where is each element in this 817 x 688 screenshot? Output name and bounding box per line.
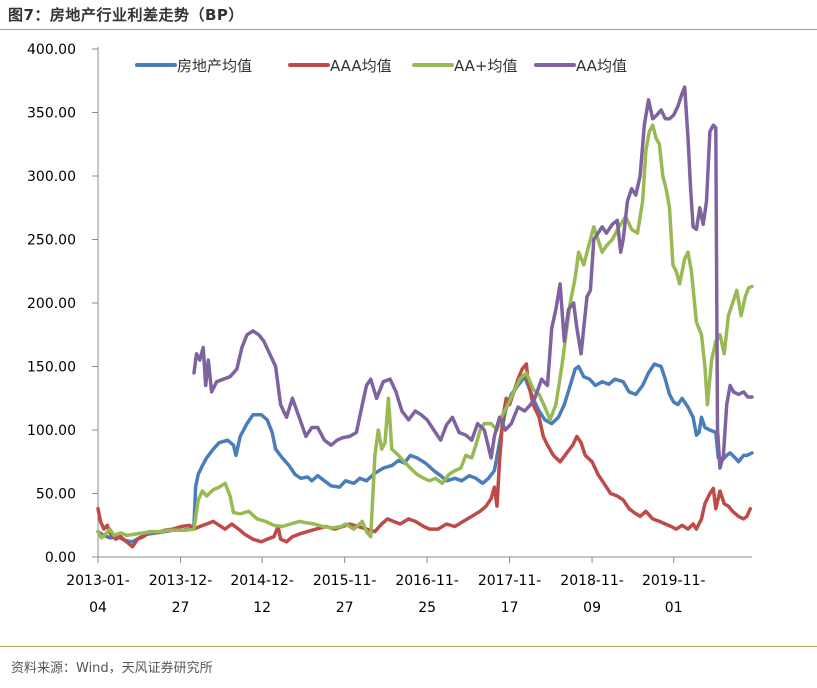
legend-label: AA均值 xyxy=(576,57,627,75)
y-axis-ticks: 0.00 50.00 100.00 150.00 200.00 250.00 300.00 3… xyxy=(27,42,98,566)
x-tick-label: 2019-11- xyxy=(642,573,706,589)
y-tick-label: 350.00 xyxy=(27,106,76,122)
x-tick-label: 2014-12- xyxy=(230,573,294,589)
x-tick-label-line2: 12 xyxy=(253,600,271,616)
x-tick-label: 2015-11- xyxy=(313,573,377,589)
y-tick-label: 400.00 xyxy=(27,42,76,58)
series-line-2 xyxy=(96,362,753,549)
axes xyxy=(97,47,752,558)
x-tick-label-line2: 17 xyxy=(501,600,519,616)
y-tick-label: 300.00 xyxy=(27,169,76,185)
legend-label: 房地产均值 xyxy=(177,57,252,75)
title-divider xyxy=(0,29,817,30)
legend-label: AA+均值 xyxy=(454,57,518,75)
series-line-3 xyxy=(96,123,754,540)
legend: 房地产均值 AAA均值 AA+均值 AA均值 xyxy=(135,57,627,75)
y-tick-label: 100.00 xyxy=(27,423,76,439)
x-tick-label: 2017-11- xyxy=(478,573,542,589)
y-tick-label: 200.00 xyxy=(27,296,76,312)
x-tick-label: 2018-11- xyxy=(560,573,624,589)
source-divider xyxy=(0,646,817,647)
x-tick-label-line2: 09 xyxy=(583,600,601,616)
y-tick-label: 0.00 xyxy=(45,550,76,566)
y-tick-label: 150.00 xyxy=(27,360,76,376)
series-lines xyxy=(96,85,754,549)
x-tick-label-line2: 27 xyxy=(172,600,190,616)
series-line-1 xyxy=(96,362,754,544)
x-tick-label: 2016-11- xyxy=(395,573,459,589)
x-tick-label-line2: 25 xyxy=(418,600,436,616)
x-axis-ticks: 2013-01- 04 2013-12- 27 2014-12- 12 2015-11- 27… xyxy=(66,557,705,616)
legend-label: AAA均值 xyxy=(330,57,392,75)
x-tick-label: 2013-01- xyxy=(66,573,130,589)
x-tick-label-line2: 27 xyxy=(336,600,354,616)
figure-title: 图7：房地产行业利差走势（BP） xyxy=(8,6,244,24)
source-note: 资料来源：Wind，天风证券研究所 xyxy=(11,661,213,676)
line-chart: 0.00 50.00 100.00 150.00 200.00 250.00 300.00 3… xyxy=(27,42,754,616)
y-tick-label: 50.00 xyxy=(36,487,76,503)
y-tick-label: 250.00 xyxy=(27,233,76,249)
x-tick-label-line2: 01 xyxy=(665,600,683,616)
x-tick-label: 2013-12- xyxy=(149,573,213,589)
x-tick-label-line2: 04 xyxy=(89,600,107,616)
series-line-4 xyxy=(192,85,754,470)
